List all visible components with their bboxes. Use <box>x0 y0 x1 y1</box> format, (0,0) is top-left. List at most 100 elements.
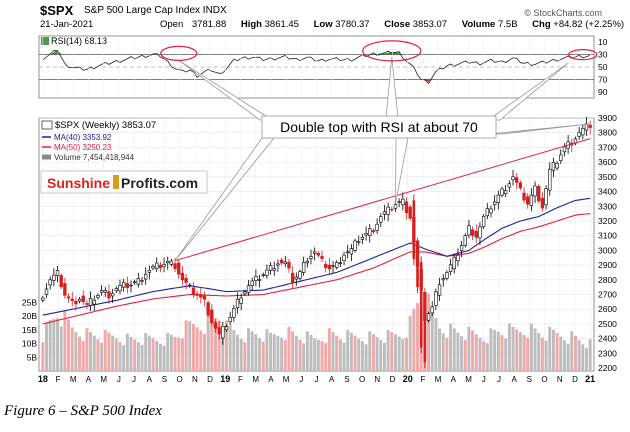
x-axis-label: A <box>451 375 457 384</box>
volume-bar <box>500 335 504 371</box>
close-value: 3853.07 <box>412 19 448 30</box>
index-name: S&P 500 Large Cap Index INDX <box>84 5 227 16</box>
candle-body <box>180 272 185 281</box>
candle-body <box>99 290 104 293</box>
price-tick-label: 2600 <box>598 304 617 314</box>
volume-bar <box>390 332 394 371</box>
candle-body <box>44 288 49 295</box>
candle-body <box>213 322 218 329</box>
volume-bar <box>261 341 265 371</box>
price-tick-label: 3700 <box>598 142 617 152</box>
volume-bar <box>371 334 375 371</box>
x-axis-label: J <box>315 375 319 384</box>
volume-bar <box>438 328 442 371</box>
volume-bar <box>276 335 280 371</box>
volume-bar <box>335 335 339 371</box>
x-axis-label: A <box>511 375 517 384</box>
candle-body <box>437 284 442 296</box>
volume-bar <box>67 319 71 371</box>
candle-body <box>515 177 519 183</box>
volume-bar <box>386 329 390 371</box>
candle-body <box>66 296 71 299</box>
candle-body <box>540 197 545 209</box>
candle-body <box>228 317 232 323</box>
candle-body <box>320 255 324 259</box>
candle-body <box>544 188 548 206</box>
x-axis-label: A <box>329 375 335 384</box>
x-axis-label: 20 <box>403 374 413 384</box>
volume-bar <box>529 323 533 371</box>
price-tick-label: 3100 <box>598 231 617 241</box>
candle-body <box>404 201 409 214</box>
candle-body <box>81 295 85 303</box>
chg-label: Chg <box>532 19 551 30</box>
volume-bar <box>59 326 63 371</box>
candle-body <box>224 326 229 331</box>
x-axis-label: A <box>86 375 92 384</box>
volume-bar <box>144 333 148 371</box>
volume-bar <box>140 344 144 371</box>
x-axis-label: N <box>192 375 198 384</box>
volume-bar <box>489 328 493 371</box>
candle-body <box>496 194 501 203</box>
candle-body <box>63 283 67 296</box>
candle-body <box>426 313 431 321</box>
volume-bar <box>287 326 291 371</box>
candle-body <box>459 245 464 251</box>
volume-bar <box>111 335 115 371</box>
volume-bar <box>456 332 460 371</box>
candle-body <box>166 260 170 264</box>
candle-body <box>114 288 118 292</box>
x-axis-label: J <box>299 375 303 384</box>
candle-body <box>364 233 368 236</box>
volume-bar <box>504 338 508 371</box>
volume-bar <box>291 331 295 371</box>
volume-bar <box>302 343 306 371</box>
volume-bar <box>441 333 445 371</box>
price-tick-label: 2300 <box>598 348 617 358</box>
rsi-tick-label: 90 <box>598 87 608 97</box>
volume-bar <box>522 335 526 371</box>
volume-bar <box>269 332 273 371</box>
volume-bar <box>239 339 243 371</box>
watermark-box <box>40 170 208 194</box>
rsi-legend-label: RSI(14) 68.13 <box>51 36 107 46</box>
candle-body <box>48 279 52 286</box>
volume-bar <box>254 334 258 371</box>
volume-bar <box>507 323 511 371</box>
volume-bar <box>122 345 126 371</box>
candle-body <box>548 168 552 191</box>
candle-body <box>551 161 556 171</box>
volume-bar <box>78 336 82 371</box>
candle-body <box>327 264 332 270</box>
candle-body <box>379 216 383 223</box>
price-tick-label: 3400 <box>598 187 617 197</box>
volume-bar <box>280 337 284 371</box>
candle-body <box>279 259 284 264</box>
price-tick-label: 2700 <box>598 290 617 300</box>
candle-body <box>85 303 89 305</box>
volume-tick-label: 15B <box>22 325 37 335</box>
chart-canvas: 90 70 50 30 10 RSI(14) 68.13 2200 2300 2400 2500 2… <box>22 35 617 384</box>
volume-bar <box>217 320 221 371</box>
volume-tick-label: 5B <box>27 352 38 362</box>
candle-body <box>423 300 427 363</box>
volume-bar <box>331 332 335 371</box>
candle-body <box>581 128 585 136</box>
volume-bar <box>169 334 173 371</box>
volume-bar <box>166 332 170 371</box>
volume-tick-label: 20B <box>22 311 37 321</box>
candle-body <box>305 260 309 264</box>
volume-bar <box>232 330 236 371</box>
candle-body <box>221 325 225 339</box>
volume-bar <box>129 337 133 371</box>
candle-body <box>511 176 515 181</box>
watermark-text-profits: Profits.com <box>121 175 198 191</box>
x-axis-label: M <box>100 375 107 384</box>
x-axis-label: S <box>344 375 349 384</box>
candle-body <box>335 262 339 268</box>
volume-bar <box>559 336 563 371</box>
volume-bar <box>324 343 328 371</box>
volume-bar <box>191 324 195 371</box>
candle-body <box>485 208 489 217</box>
